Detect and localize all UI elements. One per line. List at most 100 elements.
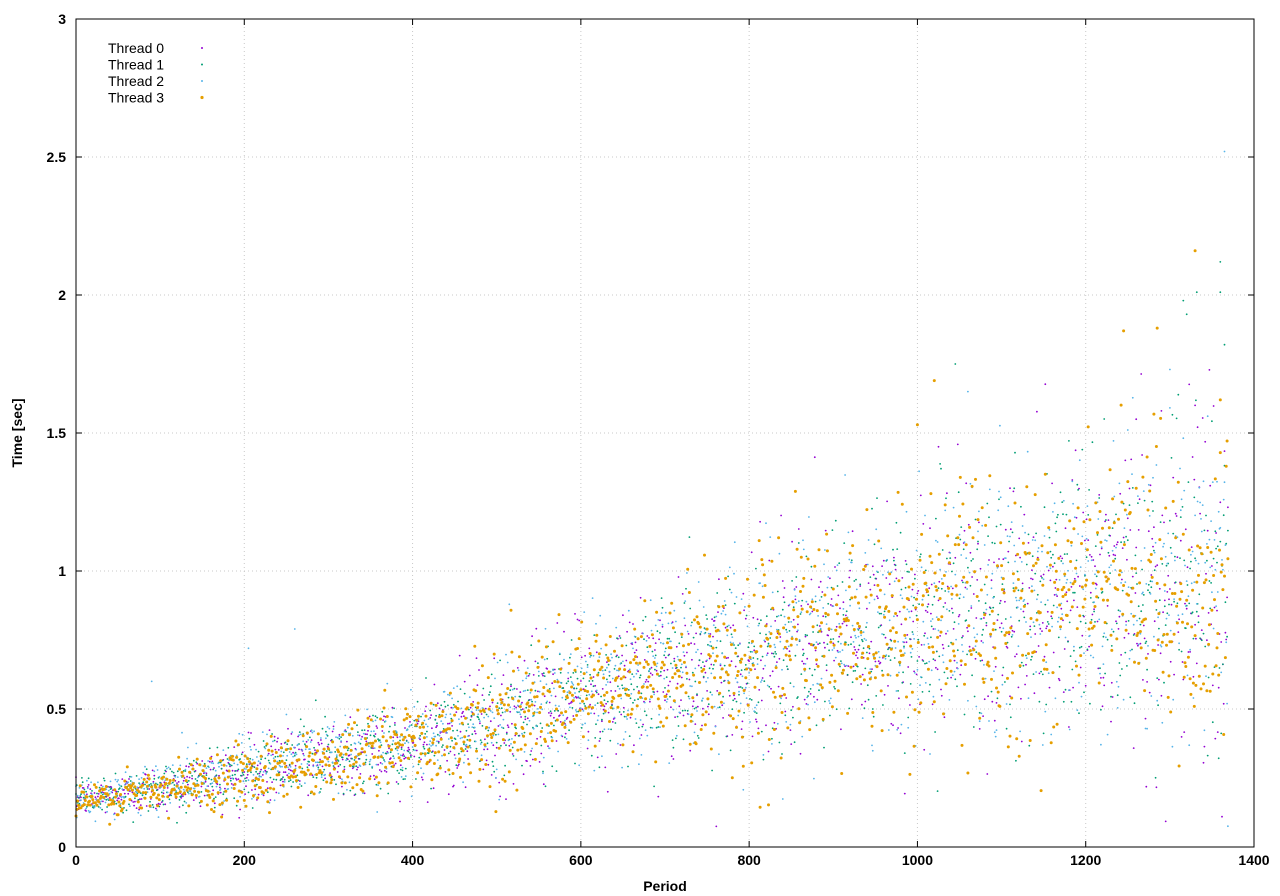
point	[890, 639, 893, 642]
point	[1029, 628, 1032, 631]
point	[748, 641, 750, 644]
point	[1137, 644, 1139, 647]
point	[110, 791, 113, 793]
point	[1085, 556, 1088, 559]
point	[133, 785, 137, 789]
point	[655, 610, 659, 614]
point	[343, 781, 347, 785]
point	[473, 726, 476, 729]
point	[555, 770, 558, 772]
point	[189, 790, 192, 793]
point	[786, 647, 788, 650]
point	[1032, 673, 1035, 675]
point	[645, 678, 648, 681]
point	[879, 625, 882, 627]
point	[1038, 700, 1041, 703]
point	[686, 572, 688, 574]
point	[493, 657, 496, 660]
point	[742, 689, 746, 692]
point	[617, 675, 620, 678]
point	[656, 662, 659, 665]
point	[1098, 494, 1101, 496]
point	[774, 666, 778, 670]
point	[1213, 606, 1216, 609]
point	[361, 729, 363, 732]
point	[783, 587, 786, 589]
point	[719, 663, 722, 665]
point	[219, 783, 221, 786]
point	[613, 716, 616, 719]
point	[1141, 454, 1143, 456]
point	[1014, 451, 1016, 454]
point	[151, 789, 155, 792]
point	[781, 686, 785, 690]
point	[105, 798, 108, 801]
point	[965, 619, 968, 622]
point	[1040, 575, 1042, 578]
point	[448, 773, 451, 776]
point	[996, 566, 999, 569]
point	[512, 669, 515, 673]
point	[392, 755, 395, 757]
point	[211, 760, 214, 763]
point	[1121, 668, 1123, 670]
point	[224, 787, 226, 790]
point	[975, 651, 978, 654]
point	[1195, 291, 1198, 294]
point	[924, 609, 927, 612]
point	[452, 703, 455, 706]
point	[1030, 636, 1032, 638]
point	[449, 745, 452, 748]
point	[1146, 727, 1148, 730]
point	[1068, 728, 1071, 731]
point	[940, 467, 942, 470]
point	[293, 768, 297, 772]
point	[621, 766, 623, 769]
point	[697, 581, 700, 583]
point	[755, 720, 758, 723]
point	[127, 783, 131, 787]
point	[1142, 591, 1144, 594]
point	[1163, 681, 1165, 684]
point	[130, 776, 133, 778]
point	[240, 753, 243, 756]
point	[604, 643, 608, 647]
point	[1109, 572, 1111, 574]
point	[241, 768, 245, 772]
point	[1173, 600, 1175, 603]
point	[968, 645, 971, 648]
point	[928, 660, 931, 663]
point	[1047, 672, 1050, 675]
point	[706, 659, 708, 662]
point	[652, 637, 655, 640]
point	[1173, 673, 1175, 676]
point	[1007, 550, 1010, 553]
point	[931, 618, 934, 620]
point	[1081, 634, 1084, 637]
point	[1048, 536, 1051, 539]
point	[1166, 612, 1169, 615]
point	[740, 669, 743, 671]
point	[1110, 645, 1113, 647]
point	[820, 596, 823, 598]
point	[153, 770, 156, 773]
point	[677, 669, 680, 673]
point	[479, 722, 481, 725]
point	[919, 684, 921, 687]
point	[1032, 536, 1035, 538]
point	[1186, 566, 1189, 569]
point	[1100, 677, 1102, 679]
point	[946, 630, 949, 632]
point	[230, 787, 233, 789]
point	[932, 658, 935, 661]
point	[446, 759, 448, 762]
point	[129, 805, 131, 807]
point	[1082, 588, 1085, 591]
point	[1163, 521, 1165, 524]
point	[673, 660, 676, 663]
point	[422, 772, 425, 775]
point	[650, 666, 653, 669]
point	[549, 731, 553, 735]
point	[276, 740, 278, 743]
point	[149, 800, 151, 803]
